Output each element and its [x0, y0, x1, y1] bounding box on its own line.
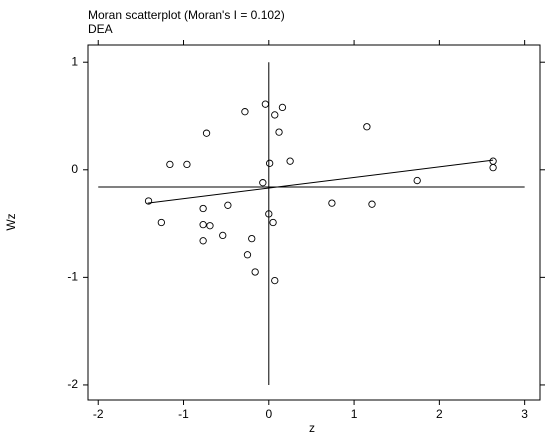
point [241, 108, 249, 116]
point [206, 222, 214, 230]
point [269, 218, 277, 227]
point [489, 157, 497, 165]
point [199, 204, 207, 213]
chart-subtitle: DEA [88, 22, 113, 36]
x-axis-label: z [309, 421, 315, 435]
x-tick-label: 0 [265, 407, 272, 421]
x-tick-label: 1 [351, 407, 358, 421]
point [368, 200, 376, 208]
point [328, 199, 336, 207]
point [271, 111, 279, 119]
x-tick-label: -2 [93, 407, 104, 421]
point [278, 103, 287, 112]
point [224, 201, 232, 209]
point [413, 176, 421, 185]
point [261, 100, 270, 108]
point [199, 237, 207, 245]
fit-line [147, 159, 494, 204]
point [248, 234, 256, 243]
y-tick-label: 0 [71, 162, 78, 176]
point [266, 159, 274, 167]
point [157, 218, 165, 227]
point [259, 179, 267, 187]
y-axis-label: Wz [4, 213, 18, 230]
point [271, 276, 279, 285]
y-tick-label: 1 [71, 54, 78, 68]
plot-frame [87, 44, 541, 401]
y-tick-label: -2 [67, 377, 78, 391]
point [243, 251, 252, 259]
point [489, 163, 497, 172]
point [363, 123, 371, 131]
point [275, 128, 283, 136]
x-tick-label: 3 [521, 407, 528, 421]
y-tick-label: -1 [67, 270, 78, 284]
point [265, 210, 273, 218]
point [199, 221, 207, 229]
point [144, 197, 153, 205]
chart-title: Moran scatterplot (Moran's I = 0.102) [88, 8, 285, 22]
x-tick-label: 2 [436, 407, 443, 421]
point [251, 268, 259, 276]
point [286, 157, 294, 165]
point [183, 160, 191, 169]
point [166, 160, 174, 169]
x-tick-label: -1 [178, 407, 189, 421]
point [219, 231, 227, 240]
point [202, 129, 211, 137]
